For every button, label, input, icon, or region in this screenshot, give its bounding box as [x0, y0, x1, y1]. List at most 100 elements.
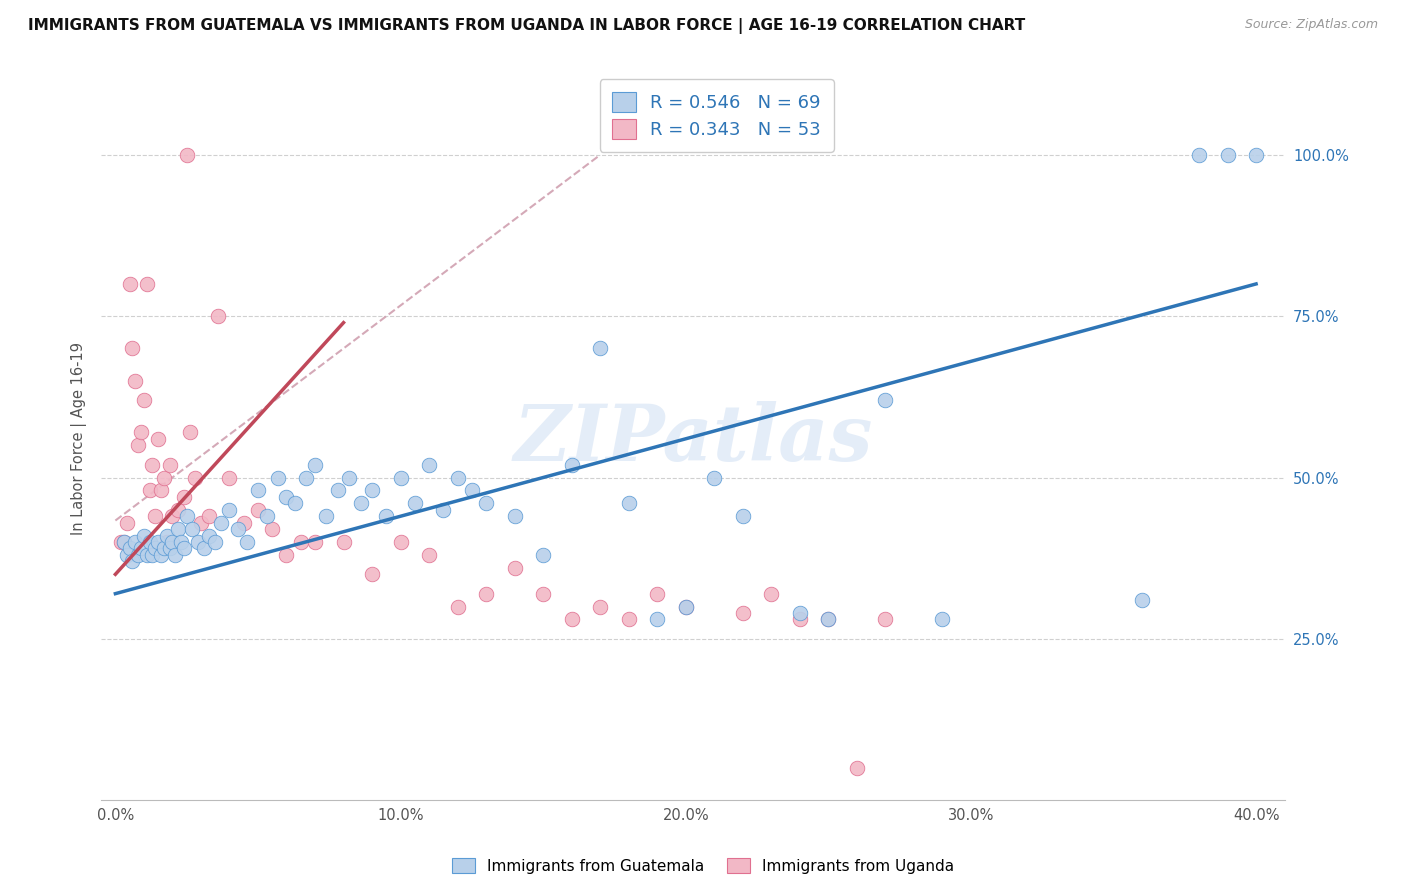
- Point: [645, 587, 668, 601]
- Point: [138, 483, 160, 498]
- Point: [789, 606, 811, 620]
- Point: [138, 535, 160, 549]
- Point: [703, 470, 725, 484]
- Point: [276, 490, 298, 504]
- Point: [361, 567, 384, 582]
- Point: [156, 535, 179, 549]
- Point: [124, 535, 146, 549]
- Point: [446, 470, 468, 484]
- Point: [761, 587, 783, 601]
- Point: [115, 516, 138, 530]
- Point: [190, 516, 212, 530]
- Point: [731, 606, 754, 620]
- Point: [461, 483, 484, 498]
- Point: [115, 548, 138, 562]
- Point: [418, 548, 440, 562]
- Point: [209, 516, 232, 530]
- Point: [198, 509, 221, 524]
- Point: [150, 548, 173, 562]
- Point: [789, 612, 811, 626]
- Point: [167, 522, 190, 536]
- Point: [931, 612, 953, 626]
- Point: [226, 522, 249, 536]
- Point: [141, 458, 163, 472]
- Point: [118, 541, 141, 556]
- Point: [132, 528, 155, 542]
- Point: [295, 470, 318, 484]
- Point: [165, 548, 187, 562]
- Text: ZIPatlas: ZIPatlas: [513, 401, 873, 477]
- Point: [432, 502, 454, 516]
- Point: [184, 470, 207, 484]
- Point: [129, 425, 152, 440]
- Point: [503, 561, 526, 575]
- Point: [232, 516, 254, 530]
- Point: [143, 509, 166, 524]
- Point: [337, 470, 360, 484]
- Point: [181, 522, 204, 536]
- Point: [845, 761, 868, 775]
- Point: [617, 612, 640, 626]
- Point: [817, 612, 839, 626]
- Point: [193, 541, 215, 556]
- Point: [170, 535, 193, 549]
- Point: [589, 599, 612, 614]
- Point: [561, 612, 583, 626]
- Point: [159, 458, 181, 472]
- Point: [218, 502, 240, 516]
- Point: [531, 587, 554, 601]
- Point: [235, 535, 257, 549]
- Point: [350, 496, 373, 510]
- Point: [503, 509, 526, 524]
- Legend: Immigrants from Guatemala, Immigrants from Uganda: Immigrants from Guatemala, Immigrants fr…: [446, 852, 960, 880]
- Point: [375, 509, 398, 524]
- Point: [475, 587, 498, 601]
- Point: [1188, 148, 1211, 162]
- Point: [675, 599, 697, 614]
- Point: [121, 342, 143, 356]
- Point: [176, 148, 198, 162]
- Point: [389, 535, 412, 549]
- Point: [121, 554, 143, 568]
- Point: [146, 432, 169, 446]
- Point: [187, 535, 209, 549]
- Point: [1130, 593, 1153, 607]
- Point: [135, 277, 157, 291]
- Point: [875, 612, 897, 626]
- Point: [118, 277, 141, 291]
- Point: [162, 509, 184, 524]
- Point: [326, 483, 349, 498]
- Point: [198, 528, 221, 542]
- Y-axis label: In Labor Force | Age 16-19: In Labor Force | Age 16-19: [72, 343, 87, 535]
- Point: [256, 509, 278, 524]
- Point: [127, 438, 149, 452]
- Point: [124, 374, 146, 388]
- Point: [332, 535, 354, 549]
- Point: [1244, 148, 1267, 162]
- Point: [617, 496, 640, 510]
- Point: [418, 458, 440, 472]
- Point: [146, 535, 169, 549]
- Point: [304, 535, 326, 549]
- Point: [162, 535, 184, 549]
- Point: [127, 548, 149, 562]
- Point: [475, 496, 498, 510]
- Point: [132, 393, 155, 408]
- Point: [167, 502, 190, 516]
- Text: Source: ZipAtlas.com: Source: ZipAtlas.com: [1244, 18, 1378, 31]
- Point: [112, 535, 135, 549]
- Point: [589, 342, 612, 356]
- Point: [153, 470, 176, 484]
- Point: [284, 496, 307, 510]
- Point: [875, 393, 897, 408]
- Point: [159, 541, 181, 556]
- Legend: R = 0.546   N = 69, R = 0.343   N = 53: R = 0.546 N = 69, R = 0.343 N = 53: [599, 79, 834, 152]
- Point: [246, 483, 269, 498]
- Point: [246, 502, 269, 516]
- Point: [173, 541, 195, 556]
- Point: [218, 470, 240, 484]
- Point: [110, 535, 132, 549]
- Point: [135, 548, 157, 562]
- Point: [290, 535, 312, 549]
- Point: [262, 522, 284, 536]
